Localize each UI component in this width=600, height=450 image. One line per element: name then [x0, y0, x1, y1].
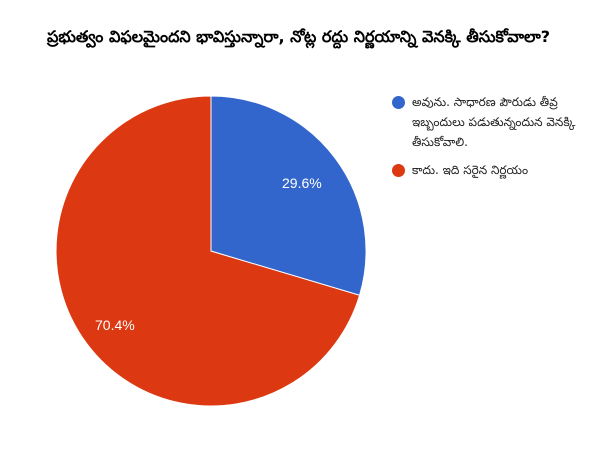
legend: అవును. సాధారణ పౌరుడు తీవ్ర ఇబ్బందులు పడు… — [392, 92, 592, 188]
chart-title: ప్రభుత్వం విఫలమైందని భావిస్తున్నారా, నోట… — [47, 27, 551, 46]
label-no-pct: 70.4% — [95, 317, 135, 333]
legend-dot-no-icon — [392, 164, 405, 177]
label-yes-pct: 29.6% — [282, 175, 322, 191]
legend-label-no: కాదు. ఇది సరైన నిర్ణయం — [412, 163, 529, 177]
pie-slice-no[interactable] — [55, 95, 361, 407]
legend-label-yes: అవును. సాధారణ పౌరుడు తీవ్ర ఇబ్బందులు పడు… — [412, 95, 576, 149]
legend-item-no[interactable]: కాదు. ఇది సరైన నిర్ణయం — [392, 160, 592, 180]
pie-slice-yes[interactable] — [210, 95, 367, 296]
legend-item-yes[interactable]: అవును. సాధారణ పౌరుడు తీవ్ర ఇబ్బందులు పడు… — [392, 92, 592, 152]
legend-dot-yes-icon — [392, 96, 405, 109]
